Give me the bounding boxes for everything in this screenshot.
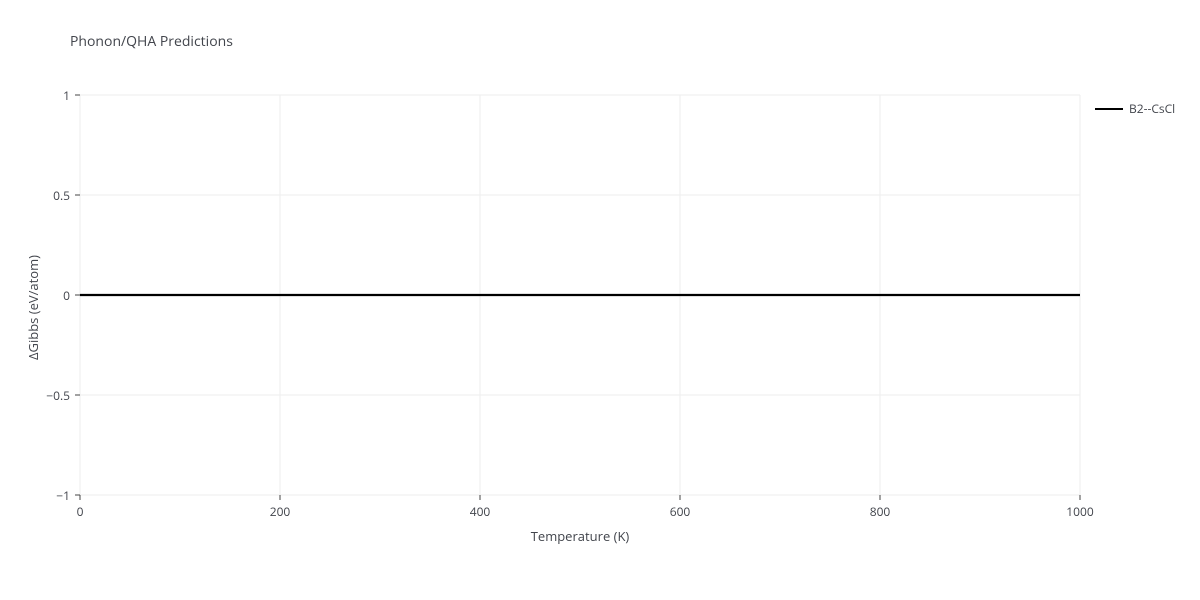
legend-label: B2--CsCl bbox=[1129, 100, 1175, 117]
y-tick-label: 0.5 bbox=[53, 187, 70, 204]
y-axis-label: ΔGibbs (eV/atom) bbox=[24, 255, 42, 360]
x-tick-label: 600 bbox=[660, 503, 700, 520]
y-tick-label: 1 bbox=[63, 87, 70, 104]
legend[interactable]: B2--CsCl bbox=[1095, 100, 1175, 117]
plot-area bbox=[0, 0, 1200, 600]
x-tick-label: 800 bbox=[860, 503, 900, 520]
x-tick-label: 200 bbox=[260, 503, 300, 520]
x-tick-label: 0 bbox=[60, 503, 100, 520]
x-axis-label: Temperature (K) bbox=[80, 527, 1080, 545]
chart-container: Phonon/QHA Predictions 02004006008001000… bbox=[0, 0, 1200, 600]
x-tick-label: 400 bbox=[460, 503, 500, 520]
tick-marks bbox=[75, 95, 1080, 500]
y-tick-label: −0.5 bbox=[46, 387, 70, 404]
y-tick-label: 0 bbox=[63, 287, 70, 304]
legend-item[interactable]: B2--CsCl bbox=[1095, 100, 1175, 117]
x-tick-label: 1000 bbox=[1060, 503, 1100, 520]
y-tick-label: −1 bbox=[56, 487, 70, 504]
legend-swatch bbox=[1095, 108, 1123, 110]
